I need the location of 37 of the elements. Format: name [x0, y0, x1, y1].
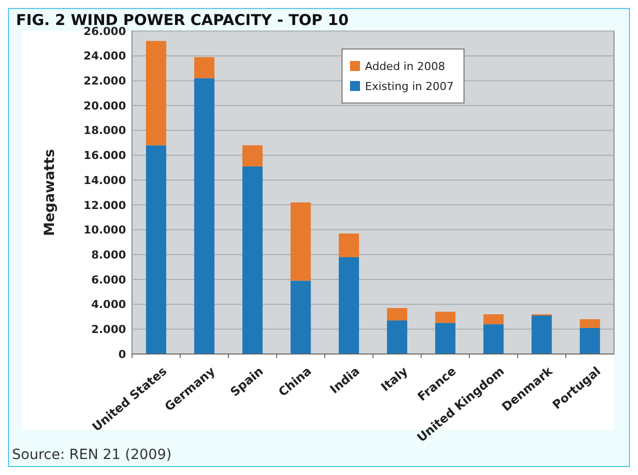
- bar: [580, 319, 600, 328]
- bar: [338, 257, 360, 354]
- y-tick-label: 2.000: [91, 323, 126, 336]
- y-tick-label: 26.000: [84, 24, 126, 38]
- bar: [483, 324, 504, 354]
- source-note: Source: REN 21 (2009): [12, 447, 172, 463]
- y-tick-label: 6.000: [91, 273, 126, 286]
- y-tick-label: 22.000: [84, 74, 126, 88]
- bar: [146, 145, 166, 354]
- legend-label: Added in 2008: [365, 60, 446, 73]
- y-tick-label: 24.000: [84, 50, 126, 63]
- y-tick-label: 4.000: [91, 298, 126, 312]
- y-axis-title: Megawatts: [42, 149, 58, 236]
- bar: [146, 40, 166, 146]
- y-tick-label: 14.000: [84, 174, 126, 187]
- bar: [580, 328, 600, 354]
- y-tick-label: 20.000: [84, 99, 126, 112]
- bar: [532, 315, 552, 354]
- bar: [435, 322, 456, 354]
- y-tick-label: 12.000: [84, 198, 126, 212]
- y-tick-label: 18.000: [84, 124, 126, 138]
- bar: [435, 312, 456, 323]
- y-tick-label: 8.000: [91, 248, 126, 262]
- bar: [242, 166, 263, 354]
- bar: [242, 145, 263, 166]
- bar: [483, 314, 504, 324]
- y-tick-label: 0: [118, 348, 126, 361]
- bar: [386, 308, 408, 320]
- bar: [290, 202, 311, 281]
- bar: [290, 280, 311, 354]
- bar: [386, 320, 408, 354]
- bar: [194, 57, 214, 78]
- bar: [194, 78, 214, 354]
- y-tick-label: 10.000: [84, 224, 126, 237]
- y-tick-label: 16.000: [84, 149, 126, 162]
- legend-label: Existing in 2007: [365, 80, 454, 93]
- bar: [338, 233, 360, 258]
